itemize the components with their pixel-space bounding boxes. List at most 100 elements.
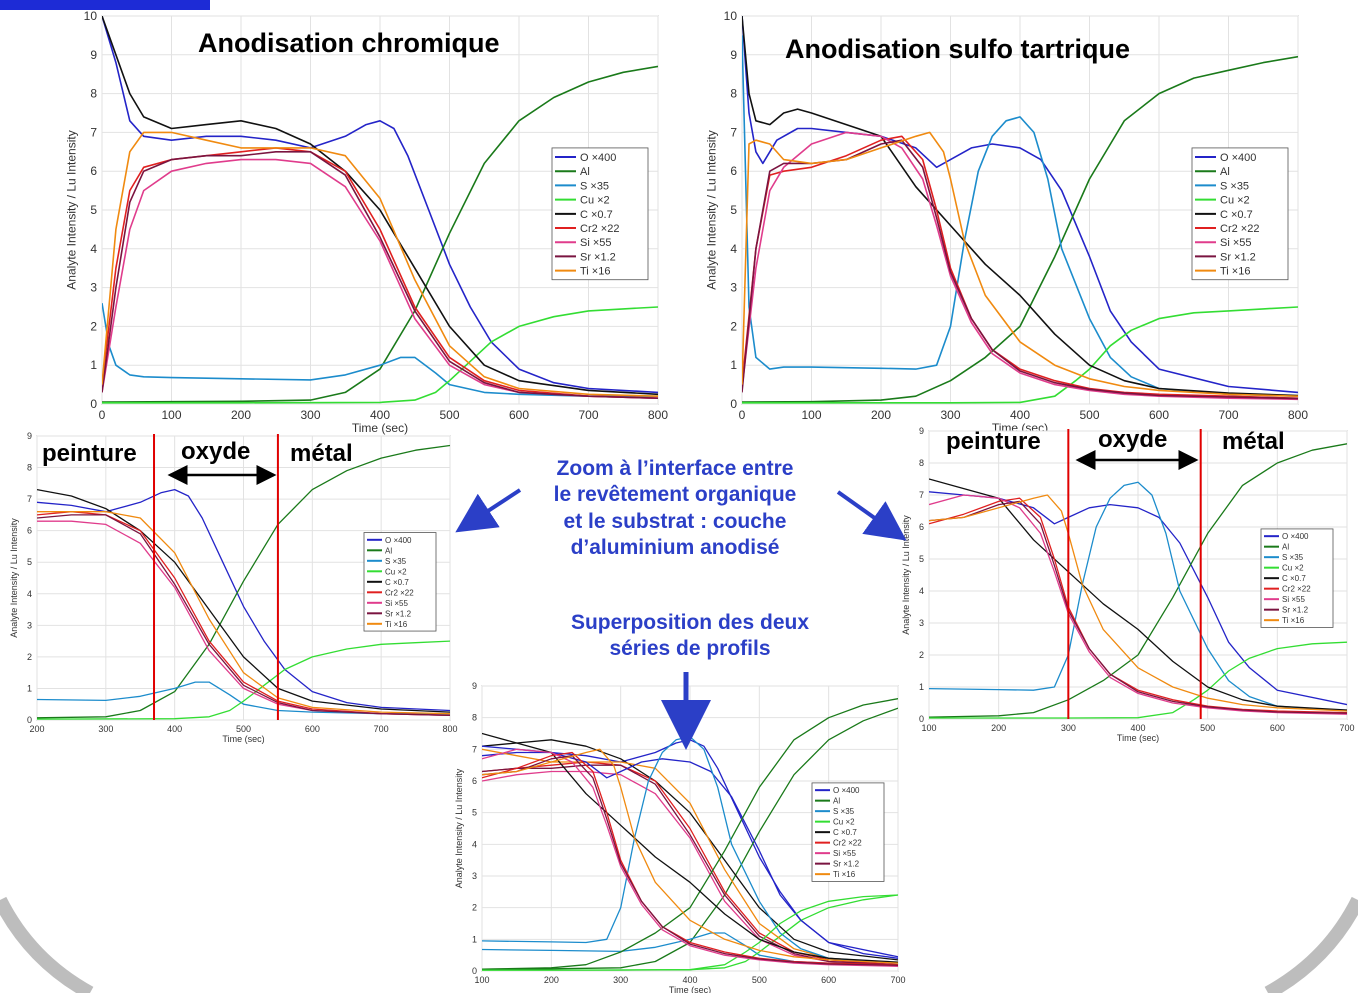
x-tick-label: 0 <box>99 408 106 422</box>
y-tick-label: 5 <box>27 557 32 567</box>
superposition-line-2: séries de profils <box>609 637 771 661</box>
series-group <box>482 698 898 971</box>
x-tick-label: 200 <box>871 408 891 422</box>
legend-label: Ti ×16 <box>833 870 856 879</box>
y-tick-label: 1 <box>472 934 477 944</box>
y-tick-label: 4 <box>730 242 737 256</box>
legend-label: Cr2 ×22 <box>833 839 862 848</box>
legend-label: Cu ×2 <box>580 195 610 207</box>
y-axis-label: Analyte Intensity / Lu Intensity <box>705 130 719 289</box>
legend-label: O ×400 <box>385 536 412 545</box>
series-line-s <box>482 736 898 964</box>
legend-label: Ti ×16 <box>1220 266 1250 278</box>
x-axis-label: Time (sec) <box>352 421 408 435</box>
legend-label: Cu ×2 <box>385 567 407 576</box>
x-tick-label: 0 <box>739 408 746 422</box>
x-tick-label: 700 <box>890 975 905 985</box>
corner-arc-left <box>0 896 94 993</box>
x-tick-label: 500 <box>752 975 767 985</box>
chart-svg: 0 100 200 300 400 500 600 700 800012345678910Tim… <box>705 9 1309 435</box>
y-tick-label: 10 <box>724 9 738 23</box>
legend-label: Sr ×1.2 <box>580 251 616 263</box>
legend-label: Si ×55 <box>385 599 408 608</box>
zone-oxyde-right: oxyde <box>1098 426 1168 453</box>
legend-label: Si ×55 <box>580 237 612 249</box>
series-line-sr <box>742 139 1298 400</box>
y-tick-label: 1 <box>919 682 924 692</box>
legend-label: O ×400 <box>580 152 616 164</box>
series-line-al <box>482 698 898 970</box>
y-tick-label: 9 <box>730 48 737 62</box>
legend-label: C ×0.7 <box>385 578 409 587</box>
y-tick-label: 8 <box>90 87 97 101</box>
y-tick-label: 3 <box>27 620 32 630</box>
y-tick-label: 6 <box>90 164 97 178</box>
x-tick-label: 800 <box>648 408 668 422</box>
x-tick-label: 400 <box>370 408 390 422</box>
series-line-o <box>482 745 898 958</box>
x-tick-label: 400 <box>167 724 182 734</box>
series-line-c <box>482 739 898 961</box>
series-line-s <box>929 481 1347 712</box>
series-group <box>102 16 658 404</box>
title-chromique: Anodisation chromique <box>198 28 500 58</box>
series-line-cu <box>482 894 898 971</box>
y-tick-label: 8 <box>919 458 924 468</box>
series-line-ti <box>482 748 898 964</box>
series-line-s <box>102 302 658 397</box>
y-tick-label: 6 <box>472 776 477 786</box>
x-tick-label: 600 <box>821 975 836 985</box>
title-sulfo: Anodisation sulfo tartrique <box>785 34 1131 64</box>
legend-label: Al <box>580 166 590 178</box>
series-group <box>742 16 1298 404</box>
series-line-sr <box>482 764 898 966</box>
y-tick-label: 4 <box>90 242 97 256</box>
series-line-cr2 <box>37 511 450 716</box>
corner-tab <box>0 0 210 10</box>
legend-label: S ×35 <box>385 557 407 566</box>
legend-label: Cr2 ×22 <box>580 223 619 235</box>
y-tick-label: 9 <box>472 681 477 691</box>
x-tick-label: 100 <box>474 975 489 985</box>
legend-label: C ×0.7 <box>833 828 857 837</box>
x-tick-label: 100 <box>161 408 181 422</box>
legend-label: C ×0.7 <box>1220 209 1253 221</box>
x-tick-label: 300 <box>300 408 320 422</box>
y-tick-label: 3 <box>472 871 477 881</box>
x-tick-label: 500 <box>1200 723 1215 733</box>
y-tick-label: 7 <box>90 125 97 139</box>
chart-svg: 200 300 400 500 600 700 800 0 1 2 3 4 5 6 7 8 9 Time (sec… <box>9 431 457 744</box>
series-line-cu <box>742 306 1298 404</box>
series-line-al <box>102 65 658 403</box>
zone-peinture-right: peinture <box>946 428 1041 455</box>
y-tick-label: 0 <box>90 397 97 411</box>
x-tick-label: 500 <box>439 408 459 422</box>
chart-svg: 100 200 300 400 500 600 700 0 1 2 3 4 5 6 7 8 9 Time (sec… <box>901 426 1354 743</box>
y-tick-label: 0 <box>27 715 32 725</box>
series-line-c <box>929 478 1347 711</box>
y-tick-label: 4 <box>472 839 477 849</box>
series-line-sr <box>102 151 658 399</box>
chart-svg: 100 200 300 400 500 600 700 0 1 2 3 4 5 6 7 8 9 Time (sec… <box>454 681 905 993</box>
y-tick-label: 3 <box>730 281 737 295</box>
series-line-cu <box>37 640 450 720</box>
y-tick-label: 1 <box>27 683 32 693</box>
legend-label: Cr2 ×22 <box>1282 585 1311 594</box>
legend-label: S ×35 <box>833 807 855 816</box>
legend-label: Al <box>385 546 392 555</box>
zoom-line-1: Zoom à l’interface entre <box>556 457 794 480</box>
x-tick-label: 700 <box>578 408 598 422</box>
y-tick-label: 7 <box>27 494 32 504</box>
x-tick-label: 100 <box>921 723 936 733</box>
legend-label: Al <box>833 797 840 806</box>
series-line-ti <box>37 511 450 715</box>
legend-label: Sr ×1.2 <box>385 609 412 618</box>
series-line-ti <box>929 494 1347 712</box>
legend-label: Si ×55 <box>1282 595 1305 604</box>
zoom-annotation: Zoom à l’interface entre le revêtement o… <box>505 456 845 561</box>
y-tick-label: 8 <box>472 713 477 723</box>
series-line-sr <box>37 514 450 716</box>
x-tick-label: 500 <box>236 724 251 734</box>
series-line-si <box>482 748 898 967</box>
legend-label: Al <box>1220 166 1230 178</box>
